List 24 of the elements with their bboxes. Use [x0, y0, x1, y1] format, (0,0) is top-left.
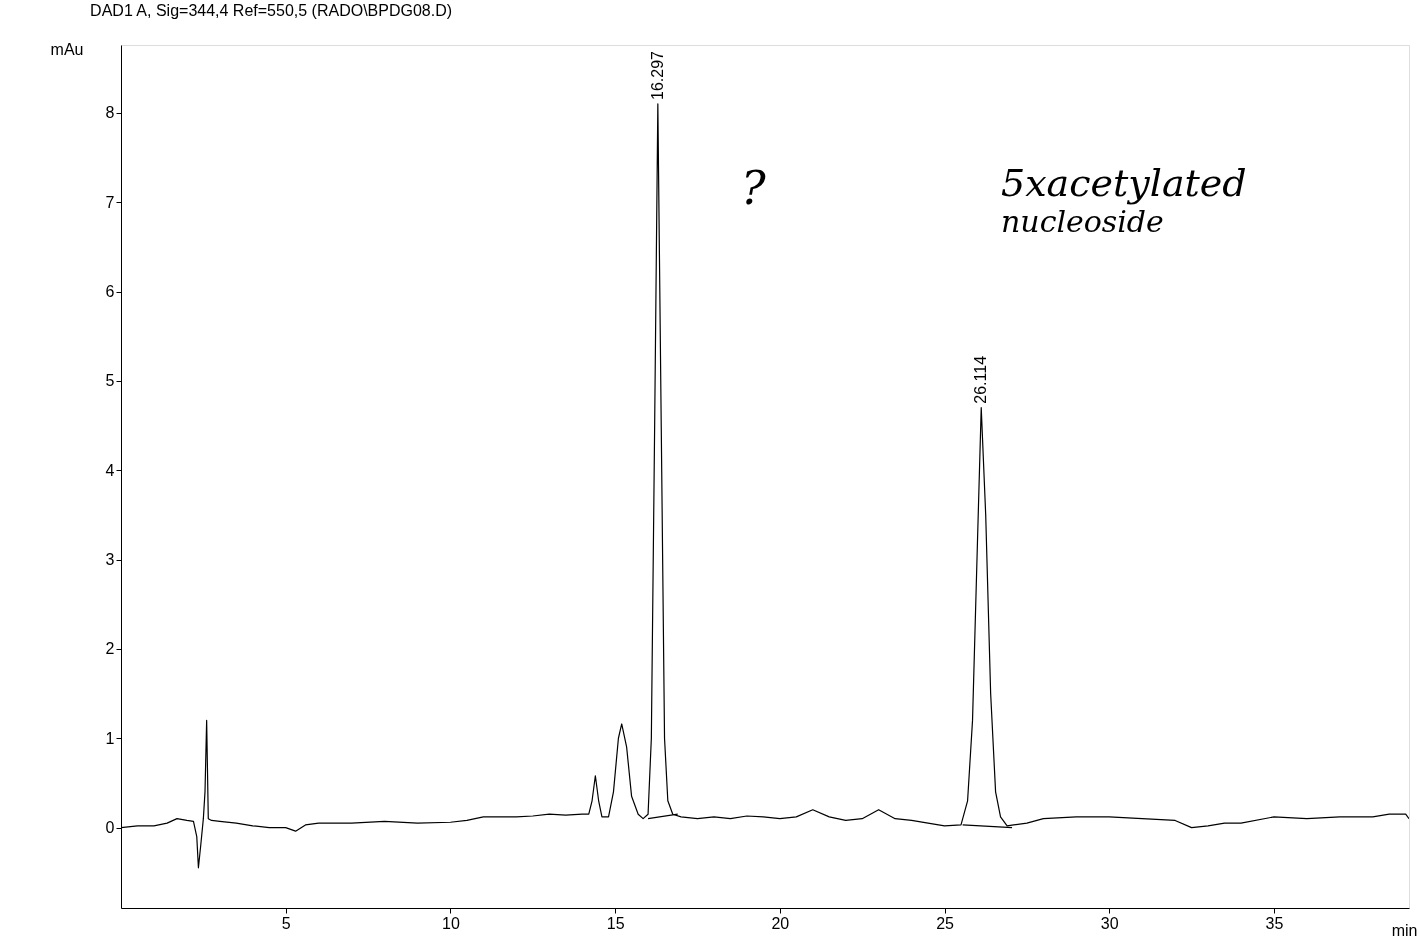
annotation: 26.114: [972, 355, 990, 404]
y-tick-label: 3: [105, 551, 115, 569]
x-tick-label: 35: [1265, 914, 1284, 932]
y-tick-label: 5: [105, 372, 115, 390]
y-tick-label: 8: [105, 104, 115, 122]
x-tick-label: 10: [442, 914, 460, 932]
x-tick-label: 20: [771, 914, 790, 932]
annotation: 5xacetylated: [1001, 161, 1247, 205]
chart-title: DAD1 A, Sig=344,4 Ref=550,5 (RADO\BPDG08.D): [90, 2, 453, 19]
y-tick-label: 6: [105, 283, 115, 301]
x-axis-title: min: [1391, 921, 1418, 939]
y-tick-label: 1: [105, 729, 115, 747]
y-tick-label: 7: [105, 193, 115, 211]
annotation: ?: [741, 161, 766, 215]
annotation: 16.297: [648, 50, 666, 100]
y-tick-label: 0: [105, 819, 115, 837]
y-axis-title: mAu: [50, 40, 84, 58]
x-tick-label: 15: [606, 914, 625, 932]
x-tick-label: 30: [1100, 914, 1119, 932]
annotation: nucleoside: [1001, 204, 1164, 239]
x-tick-label: 25: [936, 914, 955, 932]
y-tick-label: 4: [105, 461, 115, 479]
x-tick-label: 5: [281, 914, 291, 932]
y-tick-label: 2: [105, 640, 115, 658]
